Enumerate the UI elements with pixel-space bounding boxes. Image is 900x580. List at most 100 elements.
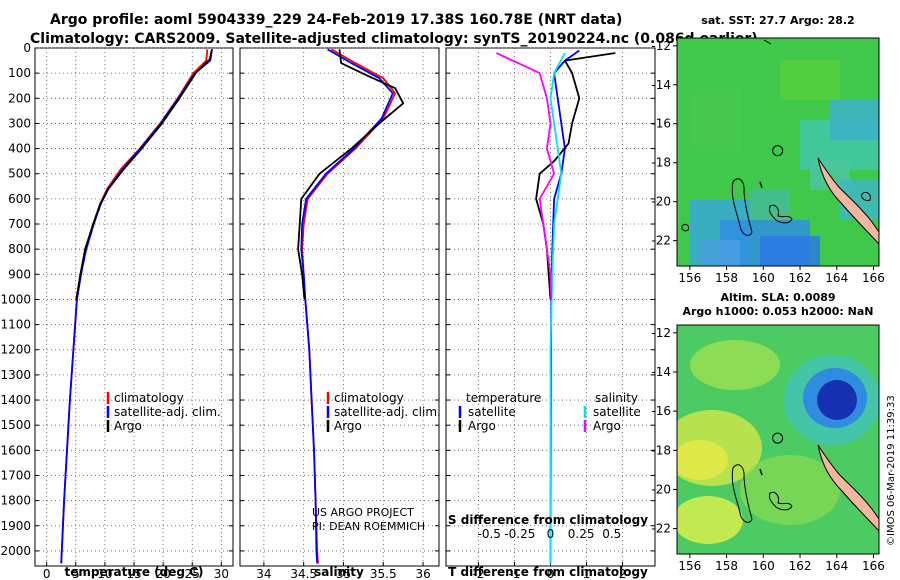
- x-tick-label: 5: [72, 567, 80, 580]
- temperature-panel: 0100200300400500600700800900100011001200…: [0, 41, 234, 580]
- x-tick-label: 20: [155, 567, 170, 580]
- x-tick-label: 10: [97, 567, 112, 580]
- project-label: US ARGO PROJECT: [312, 506, 414, 519]
- depth-tick-label: 200: [8, 91, 31, 105]
- x-tick-label: 1: [583, 567, 591, 580]
- x-tick-label: 2: [619, 567, 627, 580]
- sst-lat-ticks: -12 -14 -16 -18 -20 -22: [651, 39, 677, 248]
- sst-cell: [690, 90, 740, 150]
- salinity-grid: [240, 47, 439, 566]
- islet-outline: [681, 223, 689, 232]
- s-tick-label: 0.5: [602, 527, 621, 541]
- islet-outline: [861, 191, 871, 201]
- sla-high-left-core: [677, 440, 728, 480]
- temperature-grid: [35, 47, 233, 566]
- depth-tick-label: 1800: [0, 494, 31, 508]
- depth-tick-label: 1200: [0, 343, 31, 357]
- salinity-panel: 34 34.5 35 35.5 36 salinity climatology sate…: [239, 47, 441, 580]
- depth-tick-label: 300: [8, 116, 31, 130]
- sla-high-top: [690, 340, 780, 390]
- legend-climatology: climatology: [334, 391, 404, 405]
- salinity-ticks: 34 34.5 35 35.5 36: [256, 567, 430, 580]
- s-difference-label: S difference from climatology: [448, 513, 648, 527]
- legend-climatology: climatology: [114, 391, 184, 405]
- x-tick-label: 30: [214, 567, 229, 580]
- depth-tick-label: 500: [8, 167, 31, 181]
- depth-tick-label: 1900: [0, 519, 31, 533]
- depth-tick-label: 400: [8, 142, 31, 156]
- lon-tick-label: 162: [789, 271, 812, 285]
- lon-tick-label: 158: [715, 271, 738, 285]
- lat-tick-label: -14: [651, 78, 671, 92]
- sla-map-title-1: Altim. SLA: 0.0089: [720, 291, 835, 304]
- sla-map-field: [677, 325, 879, 554]
- lon-tick-label: 160: [752, 271, 775, 285]
- s-difference-ticks: -0.5 -0.25 0 0.25 0.5: [478, 527, 622, 541]
- series-line-s-argo: [496, 52, 555, 300]
- float-position-marker: [772, 145, 784, 157]
- legend-satellite: satellite-adj. clim.: [334, 405, 441, 419]
- sst-map-title: sat. SST: 27.7 Argo: 28.2: [701, 14, 854, 27]
- lat-tick-label: -22: [651, 522, 671, 536]
- sst-map-field: [677, 38, 879, 266]
- depth-tick-label: 900: [8, 267, 31, 281]
- sla-map-title-2: Argo h1000: 0.053 h2000: NaN: [682, 305, 873, 318]
- legend-temperature-title: temperature: [466, 391, 541, 405]
- series-line-argo: [75, 49, 213, 300]
- x-tick-label: 15: [126, 567, 141, 580]
- temperature-xlabel: temperature (deg C): [65, 565, 204, 579]
- depth-tick-label: 600: [8, 192, 31, 206]
- difference-legend: temperature satellite Argo salinity sate…: [458, 391, 641, 433]
- legend-s-argo: Argo: [593, 419, 621, 433]
- lon-tick-label: 160: [752, 559, 775, 573]
- t-difference-label: T difference from climatology: [448, 565, 648, 579]
- lat-tick-label: -20: [651, 482, 671, 496]
- title-line1: Argo profile: aoml 5904339_229 24-Feb-20…: [50, 12, 622, 28]
- x-tick-label: 0: [43, 567, 51, 580]
- landmass-shape: [817, 444, 879, 532]
- lon-tick-label: 164: [825, 271, 848, 285]
- legend-satellite: satellite-adj. clim.: [114, 405, 221, 419]
- float-position-marker: [772, 432, 784, 444]
- sst-cell: [830, 100, 879, 140]
- depth-tick-label: 100: [8, 66, 31, 80]
- lon-tick-label: 164: [825, 559, 848, 573]
- lon-tick-label: 166: [862, 271, 885, 285]
- x-tick-label: 34.5: [290, 567, 317, 580]
- lon-tick-label: 156: [678, 559, 701, 573]
- temperature-legend: climatology satellite-adj. clim. Argo: [106, 391, 221, 433]
- s-tick-label: 0: [547, 527, 555, 541]
- difference-ticks: -2 -1 0 1 2: [472, 567, 626, 580]
- lat-tick-label: -18: [651, 156, 671, 170]
- sst-cell: [780, 60, 840, 100]
- lat-tick-label: -14: [651, 365, 671, 379]
- x-tick-label: 0: [547, 567, 555, 580]
- lat-tick-label: -12: [651, 39, 671, 53]
- lon-tick-label: 166: [862, 559, 885, 573]
- series-line-s-satellite: [549, 52, 566, 564]
- temperature-ticks: 0 5 10 15 20 25 30: [43, 567, 229, 580]
- sla-lon-ticks: 156 158 160 162 164 166: [678, 554, 885, 573]
- x-tick-label: -1: [508, 567, 520, 580]
- footer-credit: ©IMOS 06-Mar-2019 11:39:33: [886, 395, 897, 546]
- depth-tick-label: 800: [8, 242, 31, 256]
- pi-label: PI: DEAN ROEMMICH: [312, 520, 425, 533]
- lat-tick-label: -12: [651, 326, 671, 340]
- islet-mark: [759, 181, 763, 189]
- lon-tick-label: 156: [678, 271, 701, 285]
- depth-tick-label: 2000: [0, 544, 31, 558]
- x-tick-label: 25: [185, 567, 200, 580]
- salinity-lines: [297, 48, 405, 564]
- lon-tick-label: 158: [715, 559, 738, 573]
- depth-tick-label: 1000: [0, 292, 31, 306]
- sst-map-frame: [676, 37, 880, 267]
- lat-tick-label: -18: [651, 443, 671, 457]
- x-tick-label: -2: [472, 567, 484, 580]
- sst-cells: [690, 60, 879, 266]
- legend-t-satellite: satellite: [468, 405, 516, 419]
- salinity-frame: [239, 47, 440, 567]
- series-line-argo: [297, 49, 405, 300]
- depth-tick-label: 700: [8, 217, 31, 231]
- sla-map: Altim. SLA: 0.0089 Argo h1000: 0.053 h20…: [651, 291, 885, 573]
- sla-mid-south: [740, 455, 840, 525]
